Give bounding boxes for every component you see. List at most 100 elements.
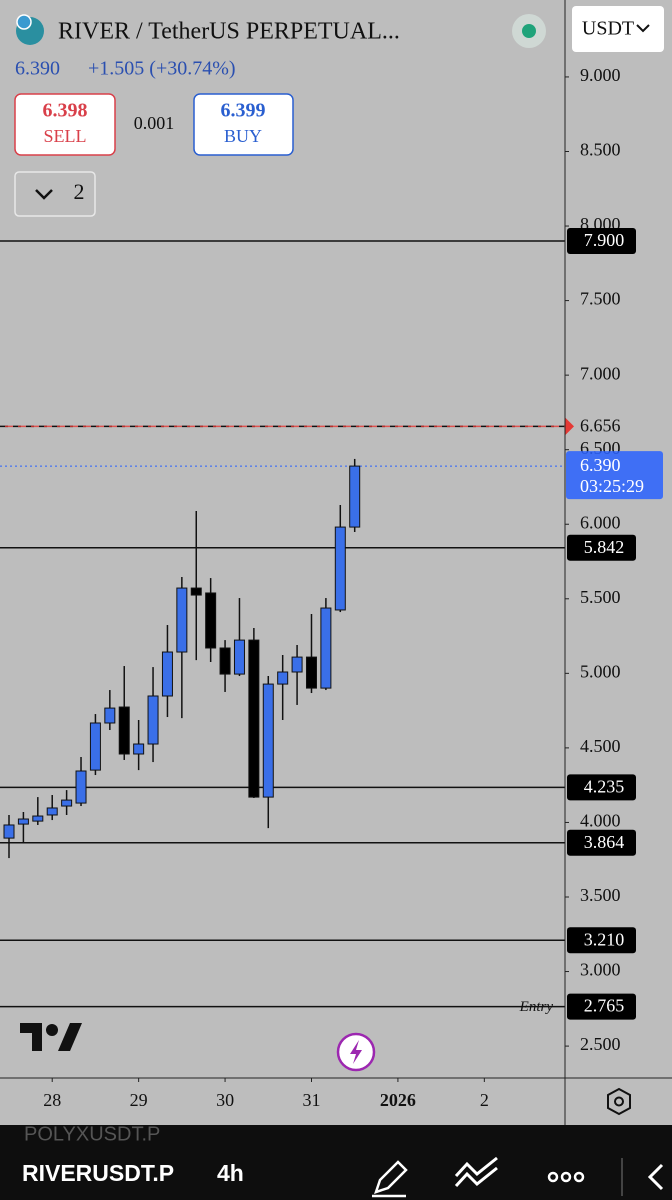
candle-body: [176, 587, 188, 653]
collapse-button[interactable]: [647, 1163, 664, 1191]
pencil-icon: [374, 1160, 408, 1194]
candle-body: [89, 722, 101, 771]
y-tick-label: 7.000: [580, 363, 621, 383]
candle-body: [190, 587, 202, 596]
price-axis: 9.0008.5008.0007.5007.0006.5006.0005.500…: [565, 65, 663, 1054]
sell-price: 6.398: [43, 100, 88, 122]
interval-button[interactable]: 4h: [217, 1160, 244, 1186]
level-label: 5.842: [584, 537, 625, 557]
currency-label: USDT: [582, 18, 634, 40]
indicators-toggle[interactable]: [14, 171, 96, 217]
y-tick-label: 3.500: [580, 885, 621, 905]
candle-body: [233, 639, 245, 675]
candle-body: [320, 607, 332, 689]
x-tick-label: 30: [216, 1090, 234, 1110]
last-price-label: 6.390: [580, 455, 621, 475]
x-tick-label: 29: [130, 1090, 148, 1110]
logo-part: [58, 1023, 82, 1051]
candle-body: [291, 656, 303, 673]
candle-body: [262, 683, 274, 798]
chevron: [636, 24, 650, 33]
logo-part: [46, 1024, 58, 1036]
x-tick-label: 31: [302, 1090, 320, 1110]
candle-body: [334, 526, 346, 611]
candle-body: [104, 707, 116, 724]
toolbar-mask: [0, 1146, 672, 1200]
previous-symbol: POLYXUSDT.P: [24, 1123, 160, 1145]
tradingview-logo: [20, 1023, 82, 1051]
lightning-button[interactable]: [336, 1032, 376, 1072]
settings-button[interactable]: [607, 1087, 631, 1116]
level-badge: [567, 993, 636, 1020]
dot: [573, 1171, 585, 1183]
candle-body: [32, 815, 44, 822]
level-label: 3.210: [584, 929, 625, 949]
last-price-badge: [566, 451, 663, 500]
symbol-logo-badge: [16, 14, 32, 30]
market-status-dot: [522, 24, 536, 38]
y-tick-label: 7.500: [580, 289, 621, 309]
buy-price: 6.399: [221, 100, 266, 122]
lightning-icon: [350, 1040, 362, 1064]
candle-body: [349, 465, 361, 528]
buy-label: BUY: [224, 126, 262, 146]
level-badge: [567, 227, 636, 254]
indicators-icon: [454, 1156, 498, 1178]
candle-body: [147, 695, 159, 745]
y-tick-label: 2.500: [580, 1034, 621, 1054]
candle-body: [305, 656, 317, 689]
level-label: 4.235: [584, 777, 625, 797]
symbol-title[interactable]: RIVER / TetherUS PERPETUAL...: [58, 19, 400, 45]
level-badge: [567, 534, 636, 561]
sell-label: SELL: [44, 126, 87, 146]
candle-body: [277, 671, 289, 685]
order-quantity[interactable]: 0.001: [134, 113, 175, 133]
time-axis: 28 29 30 31 2026 2: [43, 1078, 489, 1110]
sell-button[interactable]: [14, 93, 116, 156]
dot: [560, 1171, 572, 1183]
y-tick-label: 5.000: [580, 661, 621, 681]
level-label: 2.765: [584, 996, 625, 1016]
x-tick-label: 2: [480, 1090, 489, 1110]
currency-button[interactable]: [572, 6, 664, 52]
candle-body: [248, 639, 260, 798]
level-tag: Entry: [519, 999, 554, 1015]
alert-label: 6.656: [580, 416, 621, 436]
level-badge: [567, 774, 636, 801]
price-change: +1.505 (+30.74%): [88, 58, 236, 80]
candle-body: [219, 647, 231, 675]
level-badge: [567, 829, 636, 856]
alert-badge: [567, 413, 636, 440]
candle-body: [133, 743, 145, 755]
last-price: 6.390: [15, 58, 60, 80]
y-tick-label: 8.500: [580, 140, 621, 160]
settings-icon: [607, 1087, 631, 1116]
plot-area: Entry: [0, 240, 565, 1015]
symbol-button[interactable]: RIVERUSDT.P: [22, 1160, 174, 1186]
indicators-button[interactable]: [454, 1166, 498, 1188]
draw-button[interactable]: [372, 1160, 408, 1198]
candle-countdown: 03:25:29: [580, 476, 644, 496]
level-badge: [567, 927, 636, 954]
indicators-count: 2: [74, 179, 85, 204]
candle-body: [61, 799, 73, 807]
candle-body: [161, 651, 173, 697]
candle-body: [17, 818, 29, 825]
y-tick-label: 4.000: [580, 811, 621, 831]
x-tick-label: 2026: [380, 1090, 416, 1110]
y-tick-label: 5.500: [580, 587, 621, 607]
candle-body: [75, 770, 87, 804]
candle-body: [205, 592, 217, 649]
chevron-down: [35, 189, 53, 200]
logo-part: [20, 1023, 42, 1051]
alert-marker: [565, 417, 574, 436]
candle-body: [118, 706, 130, 755]
y-tick-label: 3.000: [580, 960, 621, 980]
more-button[interactable]: [547, 1171, 585, 1183]
level-label: 7.900: [584, 230, 625, 250]
level-label: 3.864: [584, 832, 625, 852]
y-tick-label: 9.000: [580, 65, 621, 85]
buy-button[interactable]: [193, 93, 294, 156]
